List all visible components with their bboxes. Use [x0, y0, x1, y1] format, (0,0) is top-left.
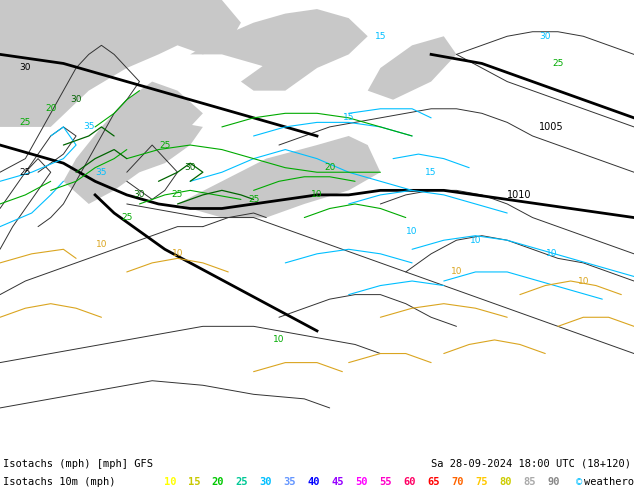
Text: 35: 35	[83, 122, 94, 131]
Polygon shape	[178, 136, 380, 218]
Text: 40: 40	[307, 477, 320, 487]
Text: 15: 15	[375, 32, 386, 41]
Text: 10: 10	[578, 276, 589, 286]
Text: 10: 10	[406, 227, 418, 236]
Text: 55: 55	[380, 477, 392, 487]
Text: 25: 25	[121, 213, 133, 222]
Text: Sa 28-09-2024 18:00 UTC (18+120): Sa 28-09-2024 18:00 UTC (18+120)	[431, 459, 631, 468]
Text: 10: 10	[172, 249, 183, 258]
Text: 65: 65	[428, 477, 440, 487]
Text: 10: 10	[311, 191, 323, 199]
Text: 35: 35	[96, 168, 107, 177]
Text: 20: 20	[324, 163, 335, 172]
Text: 30: 30	[260, 477, 272, 487]
Text: 25: 25	[20, 168, 31, 177]
Text: 30: 30	[70, 95, 82, 104]
Text: 45: 45	[332, 477, 344, 487]
Text: 1005: 1005	[539, 122, 564, 132]
Text: 85: 85	[524, 477, 536, 487]
Text: 10: 10	[451, 268, 462, 276]
Text: 30: 30	[184, 163, 196, 172]
Polygon shape	[190, 9, 368, 73]
Text: 35: 35	[284, 477, 296, 487]
Text: Isotachs (mph) [mph] GFS: Isotachs (mph) [mph] GFS	[3, 459, 153, 468]
Text: 10: 10	[96, 240, 107, 249]
Text: 15: 15	[343, 113, 354, 122]
Text: 25: 25	[552, 59, 564, 68]
Text: 10: 10	[273, 336, 285, 344]
Polygon shape	[63, 82, 203, 204]
Text: 15: 15	[425, 168, 437, 177]
Text: 25: 25	[20, 118, 31, 127]
Text: 15: 15	[188, 477, 200, 487]
Text: ©: ©	[576, 477, 582, 487]
Text: 10: 10	[546, 249, 557, 258]
Text: weatheronline.co.uk: weatheronline.co.uk	[584, 477, 634, 487]
Text: 30: 30	[20, 64, 31, 73]
Polygon shape	[241, 46, 317, 91]
Text: 20: 20	[45, 104, 56, 113]
Text: 1010: 1010	[507, 190, 532, 200]
Text: 25: 25	[248, 195, 259, 204]
Text: 80: 80	[500, 477, 512, 487]
Polygon shape	[368, 36, 456, 99]
Text: 50: 50	[356, 477, 368, 487]
Polygon shape	[127, 122, 203, 172]
Text: 30: 30	[540, 32, 551, 41]
Text: 25: 25	[236, 477, 249, 487]
Text: 25: 25	[172, 191, 183, 199]
Text: 90: 90	[548, 477, 560, 487]
Text: 60: 60	[404, 477, 417, 487]
Text: 75: 75	[476, 477, 488, 487]
Text: 30: 30	[134, 191, 145, 199]
Text: Isotachs 10m (mph): Isotachs 10m (mph)	[3, 477, 115, 487]
Text: 10: 10	[164, 477, 176, 487]
Text: 25: 25	[159, 141, 171, 149]
Polygon shape	[0, 0, 241, 127]
Text: 10: 10	[470, 236, 481, 245]
Text: 20: 20	[212, 477, 224, 487]
Text: 70: 70	[452, 477, 464, 487]
